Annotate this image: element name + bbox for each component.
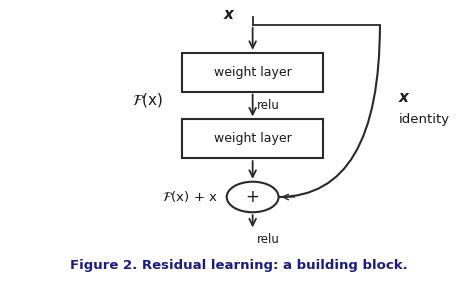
Text: relu: relu (257, 233, 279, 246)
Text: $\mathcal{F}$(x) + x: $\mathcal{F}$(x) + x (161, 190, 217, 205)
Text: relu: relu (257, 99, 279, 112)
Text: weight layer: weight layer (213, 66, 291, 79)
Text: x: x (398, 90, 408, 105)
Text: identity: identity (398, 113, 449, 126)
Bar (181, 119, 323, 158)
Text: +: + (245, 188, 259, 206)
Text: Figure 2. Residual learning: a building block.: Figure 2. Residual learning: a building … (69, 259, 407, 272)
Text: x: x (223, 7, 233, 22)
Circle shape (226, 182, 278, 212)
Text: $\mathcal{F}$(x): $\mathcal{F}$(x) (131, 91, 163, 109)
Text: weight layer: weight layer (213, 132, 291, 145)
Bar (181, 53, 323, 92)
